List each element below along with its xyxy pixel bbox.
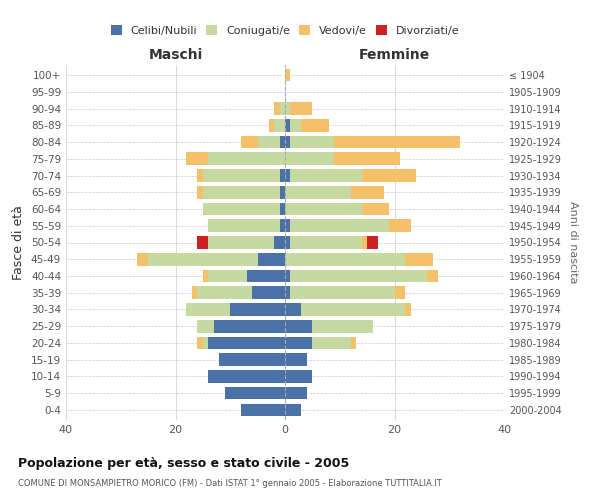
Bar (350, 336, 356, 349)
Bar (395, 286, 406, 299)
Bar (285, 404, 301, 416)
Bar (137, 253, 148, 266)
Bar (285, 270, 290, 282)
Bar (285, 236, 290, 249)
Bar (290, 270, 427, 282)
Bar (362, 169, 416, 182)
Bar (362, 236, 367, 249)
Bar (280, 186, 285, 198)
Bar (247, 270, 285, 282)
Bar (285, 69, 290, 82)
Bar (269, 119, 274, 132)
Bar (252, 286, 285, 299)
Bar (285, 119, 290, 132)
Bar (197, 336, 203, 349)
Bar (285, 136, 290, 148)
Bar (285, 303, 301, 316)
Bar (406, 303, 411, 316)
Bar (214, 320, 285, 332)
Bar (197, 169, 203, 182)
Bar (241, 404, 285, 416)
Text: Popolazione per età, sesso e stato civile - 2005: Popolazione per età, sesso e stato civil… (18, 458, 349, 470)
Bar (197, 286, 252, 299)
Bar (187, 303, 230, 316)
Bar (203, 270, 208, 282)
Bar (220, 354, 285, 366)
Bar (362, 202, 389, 215)
Bar (301, 119, 329, 132)
Bar (427, 270, 438, 282)
Bar (197, 236, 208, 249)
Bar (285, 370, 313, 382)
Bar (285, 387, 307, 400)
Bar (334, 152, 400, 165)
Bar (285, 202, 362, 215)
Bar (285, 102, 290, 115)
Bar (208, 220, 280, 232)
Bar (285, 354, 307, 366)
Bar (203, 202, 280, 215)
Bar (285, 253, 406, 266)
Bar (280, 136, 285, 148)
Bar (257, 253, 285, 266)
Bar (280, 169, 285, 182)
Y-axis label: Fasce di età: Fasce di età (13, 205, 25, 280)
Bar (203, 169, 280, 182)
Bar (290, 236, 362, 249)
Bar (285, 220, 290, 232)
Bar (187, 152, 208, 165)
Bar (290, 286, 395, 299)
Text: Femmine: Femmine (359, 48, 430, 62)
Bar (225, 387, 285, 400)
Bar (203, 186, 280, 198)
Bar (230, 303, 285, 316)
Bar (313, 320, 373, 332)
Bar (208, 336, 285, 349)
Bar (367, 236, 378, 249)
Bar (290, 220, 389, 232)
Bar (280, 202, 285, 215)
Bar (285, 169, 290, 182)
Bar (334, 136, 460, 148)
Bar (274, 102, 280, 115)
Bar (313, 336, 350, 349)
Bar (285, 320, 313, 332)
Bar (285, 336, 313, 349)
Bar (290, 119, 301, 132)
Bar (274, 236, 285, 249)
Bar (203, 336, 208, 349)
Bar (208, 270, 247, 282)
Bar (290, 136, 334, 148)
Bar (389, 220, 411, 232)
Bar (208, 236, 274, 249)
Text: Maschi: Maschi (148, 48, 203, 62)
Bar (290, 169, 362, 182)
Bar (406, 253, 433, 266)
Bar (290, 102, 313, 115)
Bar (197, 186, 203, 198)
Bar (148, 253, 257, 266)
Bar (208, 370, 285, 382)
Bar (280, 102, 285, 115)
Bar (257, 136, 280, 148)
Bar (274, 119, 285, 132)
Bar (197, 320, 214, 332)
Bar (285, 186, 350, 198)
Bar (285, 152, 334, 165)
Bar (301, 303, 406, 316)
Text: COMUNE DI MONSAMPIETRO MORICO (FM) - Dati ISTAT 1° gennaio 2005 - Elaborazione T: COMUNE DI MONSAMPIETRO MORICO (FM) - Dat… (18, 479, 442, 488)
Y-axis label: Anni di nascita: Anni di nascita (568, 201, 578, 284)
Bar (241, 136, 257, 148)
Bar (280, 220, 285, 232)
Bar (208, 152, 285, 165)
Legend: Celibi/Nubili, Coniugati/e, Vedovi/e, Divorziati/e: Celibi/Nubili, Coniugati/e, Vedovi/e, Di… (106, 21, 464, 40)
Bar (350, 186, 383, 198)
Bar (192, 286, 197, 299)
Bar (285, 286, 290, 299)
